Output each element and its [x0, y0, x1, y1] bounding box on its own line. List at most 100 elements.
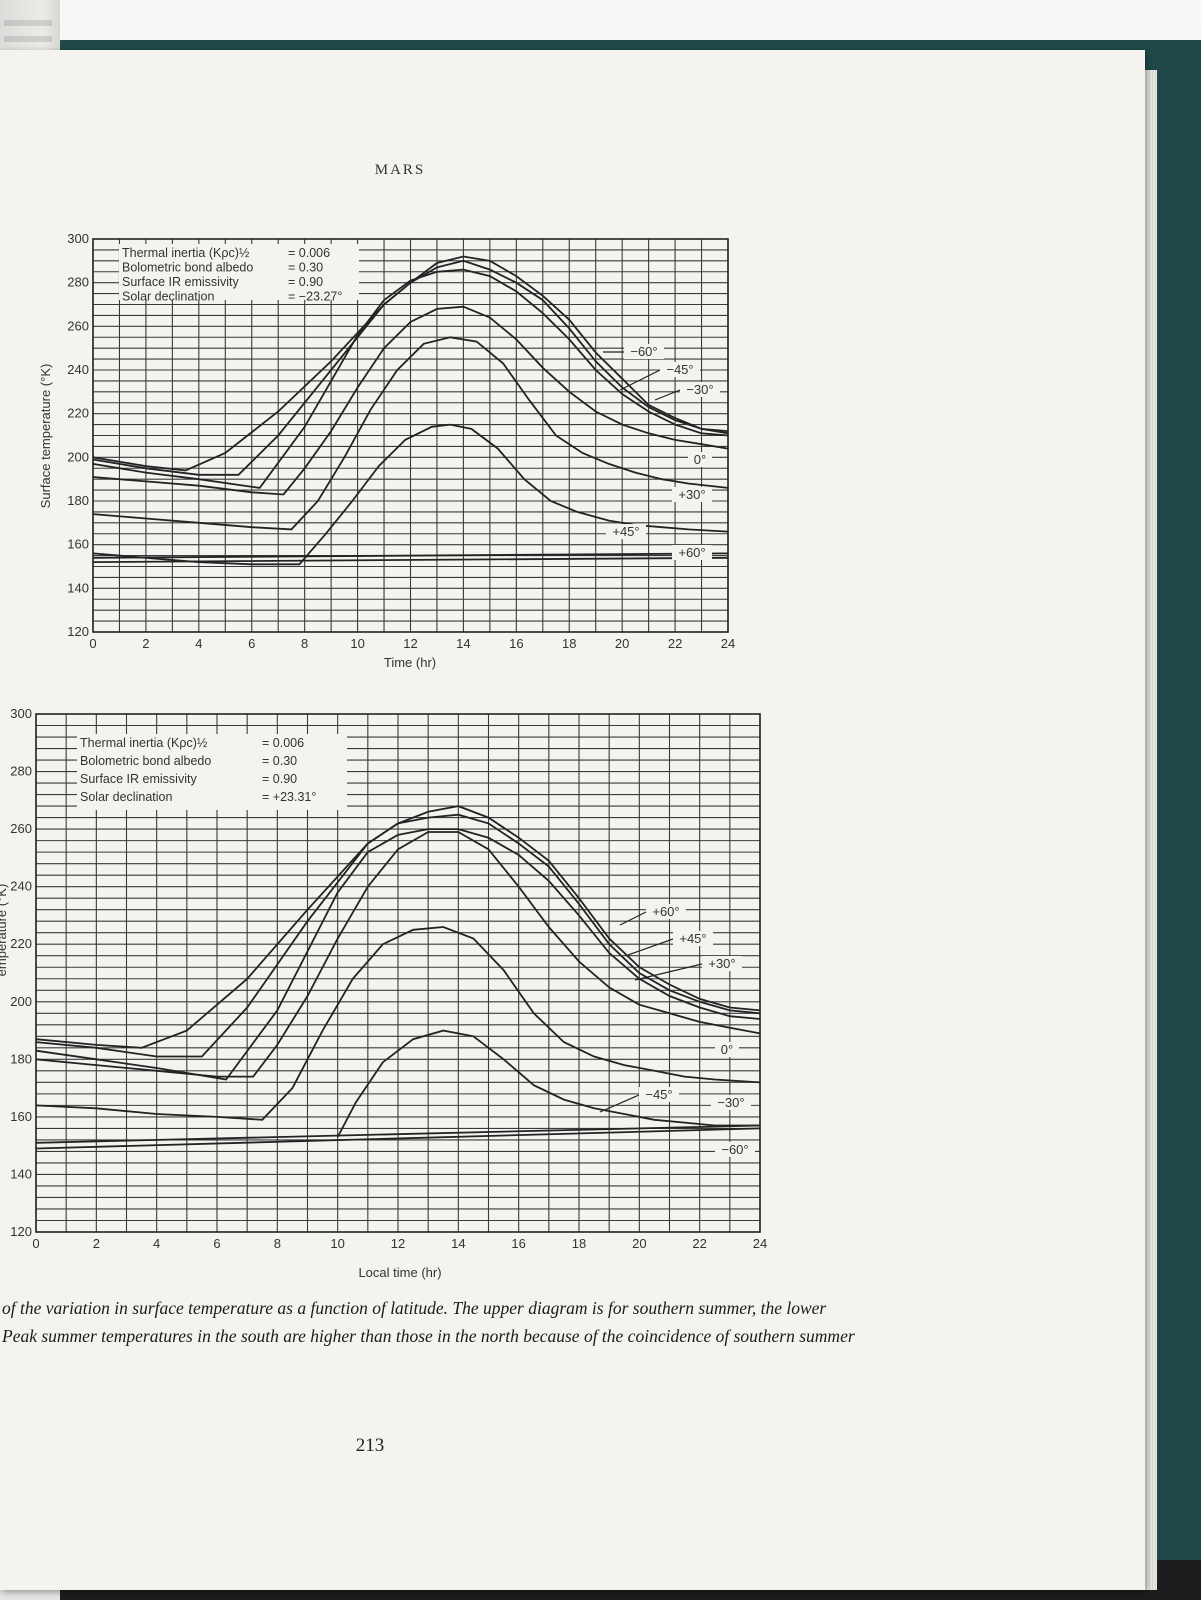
latitude-label: +60° — [652, 904, 679, 919]
caption-line-2: Peak summer temperatures in the south ar… — [2, 1326, 855, 1346]
latitude-label: +45° — [612, 524, 639, 539]
y-tick-label: 120 — [10, 1224, 32, 1239]
series-line — [92, 268, 729, 489]
parameter-value: = 0.90 — [262, 772, 297, 786]
x-tick-label: 4 — [195, 636, 202, 651]
label-leader — [634, 963, 703, 981]
parameter-value: = 0.006 — [288, 246, 330, 260]
label-background — [688, 452, 712, 467]
parameter-value: = 0.30 — [262, 754, 297, 768]
y-tick-label: 260 — [67, 318, 89, 333]
chart-southern-summer: 0 2 4 6 8 10 12 14 16 18 20 22 241201401601802002202… — [38, 231, 735, 670]
series-line — [35, 1127, 761, 1150]
latitude-label: −45° — [645, 1087, 672, 1102]
y-tick-label: 180 — [67, 493, 89, 508]
label-background — [715, 1042, 739, 1057]
parameter-label: Bolometric bond albedo — [122, 261, 253, 275]
label-background — [680, 382, 720, 397]
parameter-value: = +23.31° — [262, 790, 316, 804]
x-tick-label: 8 — [301, 636, 308, 651]
latitude-label: +30° — [708, 956, 735, 971]
y-tick-label: 240 — [10, 879, 32, 894]
x-tick-label: 24 — [721, 636, 735, 651]
x-tick-label: 12 — [403, 636, 417, 651]
x-tick-label: 22 — [692, 1236, 706, 1251]
x-tick-label: 8 — [274, 1236, 281, 1251]
label-leader — [619, 911, 647, 926]
parameter-label: Surface IR emissivity — [122, 275, 239, 289]
series-line — [35, 926, 761, 1121]
x-tick-label: 18 — [562, 636, 576, 651]
parameter-label: Bolometric bond albedo — [80, 754, 211, 768]
series-line — [35, 828, 761, 1081]
x-tick-label: 20 — [615, 636, 629, 651]
y-tick-label: 220 — [67, 406, 89, 421]
x-tick-label: 6 — [248, 636, 255, 651]
y-tick-label: 220 — [10, 936, 32, 951]
x-tick-label: 12 — [391, 1236, 405, 1251]
x-axis-title: Local time (hr) — [358, 1265, 441, 1280]
label-leader — [654, 389, 681, 401]
label-background — [624, 344, 664, 359]
page-number: 213 — [355, 1435, 385, 1456]
series-line — [92, 255, 729, 472]
latitude-label: +30° — [678, 487, 705, 502]
parameters-box — [119, 244, 359, 300]
series-line — [92, 423, 729, 566]
latitude-label: +60° — [678, 545, 705, 560]
series-line — [92, 336, 729, 531]
parameters-box — [77, 734, 347, 810]
y-tick-label: 200 — [10, 994, 32, 1009]
y-tick-label: 160 — [67, 537, 89, 552]
chart-northern-summer: 0 2 4 6 8 10 12 14 16 18 20 22 241201401601802002202… — [0, 706, 767, 1280]
x-tick-label: 24 — [753, 1236, 767, 1251]
parameter-value: = 0.006 — [262, 736, 304, 750]
label-background — [646, 904, 686, 919]
parameter-label: Solar declination — [80, 790, 172, 804]
y-tick-label: 160 — [10, 1109, 32, 1124]
label-background — [606, 524, 646, 539]
y-tick-label: 300 — [10, 706, 32, 721]
y-tick-label: 180 — [10, 1051, 32, 1066]
label-background — [672, 487, 712, 502]
latitude-label: +45° — [679, 931, 706, 946]
label-leader — [627, 938, 674, 956]
x-tick-label: 2 — [93, 1236, 100, 1251]
x-tick-label: 14 — [451, 1236, 465, 1251]
y-tick-label: 260 — [10, 821, 32, 836]
x-tick-label: 18 — [572, 1236, 586, 1251]
grid — [35, 713, 761, 1233]
series-line — [336, 1029, 760, 1138]
label-background — [639, 1087, 679, 1102]
y-axis-title: Surface temperature (°K) — [38, 364, 53, 509]
y-tick-label: 280 — [67, 275, 89, 290]
series-line — [92, 556, 729, 563]
parameter-value: = 0.30 — [288, 261, 323, 275]
parameter-label: Surface IR emissivity — [80, 772, 197, 786]
label-background — [660, 362, 700, 377]
latitude-label: −60° — [630, 344, 657, 359]
latitude-label: −30° — [686, 382, 713, 397]
series-line — [35, 1124, 761, 1144]
label-leader — [619, 369, 661, 391]
x-tick-label: 6 — [213, 1236, 220, 1251]
series-line — [35, 831, 761, 1078]
label-background — [715, 1142, 755, 1157]
latitude-label: 0° — [694, 452, 706, 467]
x-tick-label: 2 — [142, 636, 149, 651]
y-tick-label: 300 — [67, 231, 89, 246]
plot-frame — [35, 713, 761, 1233]
label-background — [673, 931, 713, 946]
x-tick-label: 16 — [511, 1236, 525, 1251]
y-tick-label: 120 — [67, 624, 89, 639]
label-leader — [599, 1094, 640, 1113]
series-line — [35, 805, 761, 1049]
x-tick-label: 10 — [330, 1236, 344, 1251]
x-tick-label: 16 — [509, 636, 523, 651]
running-head: MARS — [374, 162, 426, 178]
latitude-label: −60° — [721, 1142, 748, 1157]
latitude-label: −45° — [666, 362, 693, 377]
y-tick-label: 240 — [67, 362, 89, 377]
label-background — [702, 956, 742, 971]
x-tick-label: 14 — [456, 636, 470, 651]
